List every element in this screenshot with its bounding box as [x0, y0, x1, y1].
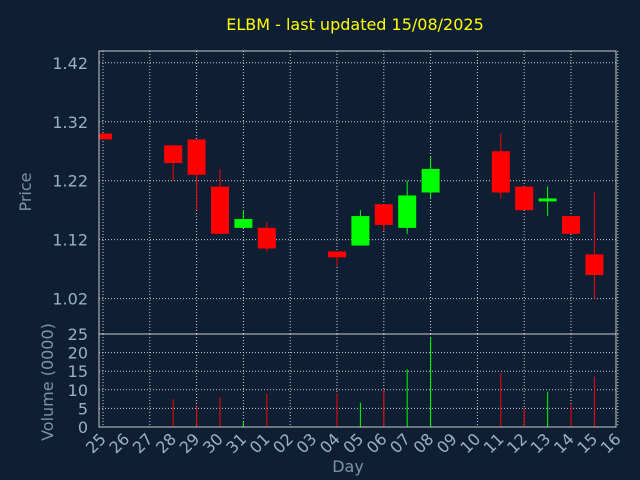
candle [187, 139, 206, 211]
candle-body [374, 204, 393, 225]
candle-body [515, 186, 534, 211]
volume-tick-label: 25 [68, 325, 88, 344]
candle [515, 186, 534, 211]
candle [538, 186, 557, 217]
candle [164, 145, 183, 181]
candle [491, 133, 510, 199]
price-tick-label: 1.22 [52, 172, 88, 191]
candle [421, 157, 440, 199]
candle-body [421, 168, 440, 193]
price-y-ticks: 1.42 1.32 1.22 1.12 1.02 [52, 54, 88, 309]
candle-body [211, 186, 229, 234]
candle-body [257, 227, 276, 249]
price-axis-label: Price [16, 172, 35, 211]
price-tick-label: 1.32 [52, 113, 88, 132]
volume-tick-label: 5 [78, 399, 88, 418]
x-axis-label: Day [332, 457, 364, 476]
candle-body [99, 133, 112, 140]
candle-body [234, 219, 253, 228]
candle-body [351, 216, 370, 246]
candle-body [562, 216, 580, 234]
volume-tick-label: 10 [68, 381, 88, 400]
candle-body [491, 151, 510, 193]
candle [257, 221, 276, 252]
price-panel-frame [98, 50, 617, 335]
candle [398, 180, 417, 234]
volume-panel-frame [98, 333, 617, 428]
candle [234, 210, 253, 228]
chart-title: ELBM - last updated 15/08/2025 [226, 15, 484, 34]
candle-body [538, 198, 557, 202]
candle [328, 251, 346, 267]
x-tick-label: 16 [597, 429, 625, 457]
price-tick-label: 1.12 [52, 231, 88, 250]
volume-tick-label: 15 [68, 362, 88, 381]
candle-body [585, 254, 604, 276]
candles [99, 133, 604, 299]
x-ticks: 2526272829303101020304050607080910111213… [82, 429, 625, 457]
candle-body [187, 139, 206, 175]
candle-body [398, 195, 417, 228]
volume-tick-label: 20 [68, 344, 88, 363]
candle-body [164, 145, 183, 164]
candle [562, 216, 580, 234]
candle [585, 192, 604, 299]
price-tick-label: 1.02 [52, 290, 88, 309]
candle [211, 168, 229, 234]
volume-gridlines [99, 334, 619, 427]
price-tick-label: 1.42 [52, 54, 88, 73]
candle [374, 204, 393, 231]
volume-tick-label: 0 [78, 418, 88, 437]
candle [99, 133, 112, 140]
candle [351, 210, 370, 246]
volume-bars [172, 337, 595, 427]
candle-body [328, 251, 346, 258]
volume-axis-label: Volume (0000) [38, 323, 57, 441]
price-gridlines [99, 51, 619, 334]
